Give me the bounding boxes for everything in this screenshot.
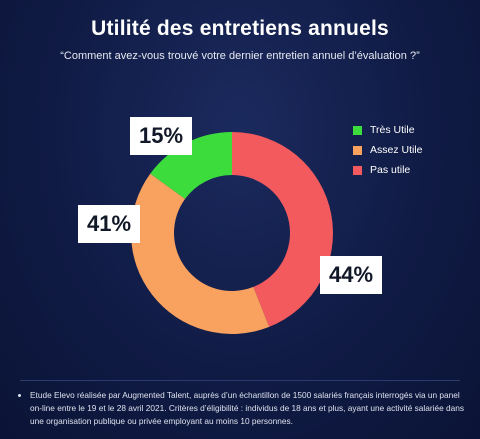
data-label-pas-utile: 44%	[320, 256, 382, 294]
legend-label: Assez Utile	[370, 144, 423, 156]
chart-subtitle: “Comment avez-vous trouvé votre dernier …	[60, 50, 420, 62]
data-label-tres-utile: 15%	[130, 117, 192, 155]
legend: Très Utile Assez Utile Pas utile	[353, 120, 423, 180]
legend-label: Très Utile	[370, 124, 415, 136]
footnote-divider	[20, 380, 460, 381]
legend-item-pas-utile: Pas utile	[353, 160, 423, 180]
chart-title: Utilité des entretiens annuels	[91, 17, 389, 40]
legend-swatch	[353, 165, 362, 175]
donut-slice-pas-utile	[232, 132, 334, 327]
legend-item-tres-utile: Très Utile	[353, 120, 423, 140]
donut-slice-tr-s-utile	[150, 132, 232, 199]
footnote-text: Etude Elevo réalisée par Augmented Talen…	[30, 389, 466, 428]
legend-swatch	[353, 125, 362, 135]
legend-label: Pas utile	[370, 164, 411, 176]
donut-slice-assez-utile	[130, 173, 270, 335]
legend-swatch	[353, 145, 362, 155]
legend-item-assez-utile: Assez Utile	[353, 140, 423, 160]
data-label-assez-utile: 41%	[78, 205, 140, 243]
footnote: Etude Elevo réalisée par Augmented Talen…	[18, 389, 466, 428]
